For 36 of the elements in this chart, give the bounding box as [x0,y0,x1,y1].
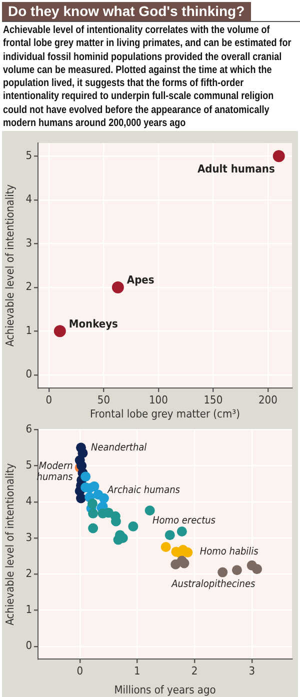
y-tick-label: 1 [26,603,32,616]
y-tick-label: 0 [26,639,32,652]
x-tick-label: 1 [134,664,140,678]
y-tick-label: 0 [26,368,32,381]
series-label: Homo erectus [152,515,216,526]
annotation: Adult humans [197,162,275,176]
x-tick-label: 3 [248,664,256,678]
y-tick-label: 4 [26,192,32,206]
x-tick-label: 2 [191,664,198,678]
y-tick-label: 5 [26,458,32,472]
x-tick-label: 150 [204,393,223,406]
series-label: Neanderthal [91,442,148,454]
y-axis-title: Achievable level of intentionality [3,184,16,347]
y-tick-label: 2 [26,280,32,294]
y-tick-label: 6 [26,422,32,436]
y-tick-label: 5 [26,148,32,162]
annotation: Apes [126,274,154,287]
series-label: Australopithecines [170,578,256,590]
series-label: Homo habilis [200,546,259,558]
annotation: Monkeys [68,317,118,330]
y-tick-label: 3 [26,530,32,544]
y-tick-label: 2 [26,566,32,580]
series-label: Archaic humans [106,485,180,496]
x-tick-label: 100 [148,393,168,406]
x-tick-label: 50 [97,393,110,406]
y-tick-label: 4 [26,494,32,508]
x-tick-label: 0 [76,664,84,678]
chart-title: Do they know what God's thinking? [2,2,251,21]
x-axis-title: Millions of years ago [114,683,216,696]
x-tick-label: 0 [46,393,52,406]
y-tick-label: 1 [26,324,32,337]
x-tick-label: 200 [258,393,278,406]
y-axis-title: Achievable level of intentionality [3,463,16,626]
x-axis-title: Frontal lobe grey matter (cm³) [90,407,240,420]
chart-subtitle: Achievable level of intentionality correlates with the volume of frontal lobe grey matter in living primates, and can be estimated for individual fossil hominid populations provided the overall cranial volume can be measured. Plotted against the time at which the population lived, it suggests that the forms of fifth-order intentionality required to underpin full-scale communal religion could not have evolved before the appearance of anatomically modern humans around 200,000 years ago [3,24,292,131]
y-tick-label: 3 [26,236,32,250]
